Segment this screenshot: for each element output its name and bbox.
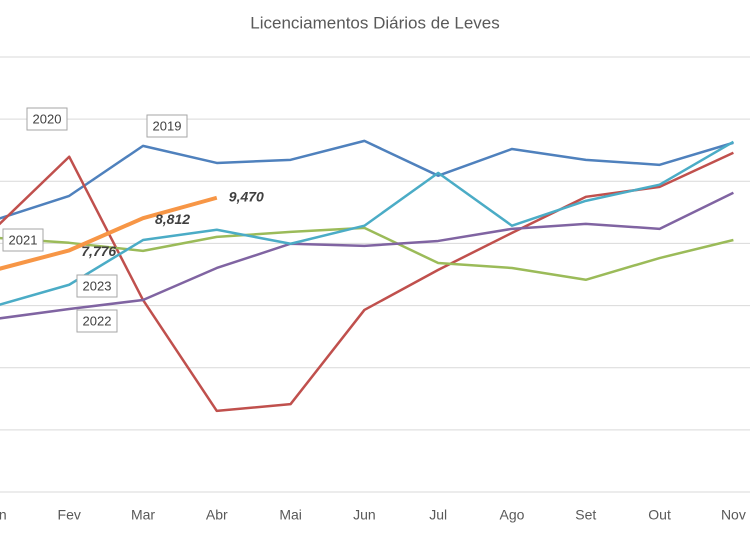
- x-tick-label: Jan: [0, 507, 7, 523]
- series-line: [0, 151, 734, 413]
- x-tick-label: Ago: [500, 507, 525, 523]
- series-callout: 2019: [146, 114, 188, 138]
- callout-box: [76, 309, 118, 333]
- callout-box: [2, 228, 44, 252]
- x-tick-label: Abr: [206, 507, 228, 523]
- x-tick-label: Fev: [58, 507, 81, 523]
- legend-label: 2023: [83, 278, 112, 293]
- series-callout: 2021: [2, 228, 44, 252]
- legend-label: 2022: [83, 313, 112, 328]
- x-tick-label: Mai: [279, 507, 302, 523]
- legend-label: 2021: [9, 232, 38, 247]
- callout-box: [26, 107, 68, 131]
- series-line: [0, 226, 734, 282]
- x-tick-label: Jun: [353, 507, 376, 523]
- series-callout: 2020: [26, 107, 68, 131]
- data-label: 8,812: [155, 211, 190, 227]
- x-tick-label: Set: [575, 507, 596, 523]
- series-line: [0, 139, 734, 220]
- x-tick-label: Nov: [721, 507, 746, 523]
- series-line: [0, 191, 734, 320]
- x-tick-label: Jul: [429, 507, 447, 523]
- series-line: [0, 140, 735, 306]
- chart-title: Licenciamentos Diários de Leves: [250, 13, 499, 32]
- callout-box: [146, 114, 188, 138]
- x-tick-label: Out: [648, 507, 671, 523]
- legend-label: 2020: [33, 111, 62, 126]
- data-label: 9,470: [229, 188, 264, 204]
- x-tick-label: Mar: [131, 507, 155, 523]
- data-label: 7,776: [81, 243, 116, 259]
- series-line: [0, 195, 218, 271]
- series-callout: 2023: [76, 274, 118, 298]
- legend-label: 2019: [153, 118, 182, 133]
- callout-box: [76, 274, 118, 298]
- series-callout: 2022: [76, 309, 118, 333]
